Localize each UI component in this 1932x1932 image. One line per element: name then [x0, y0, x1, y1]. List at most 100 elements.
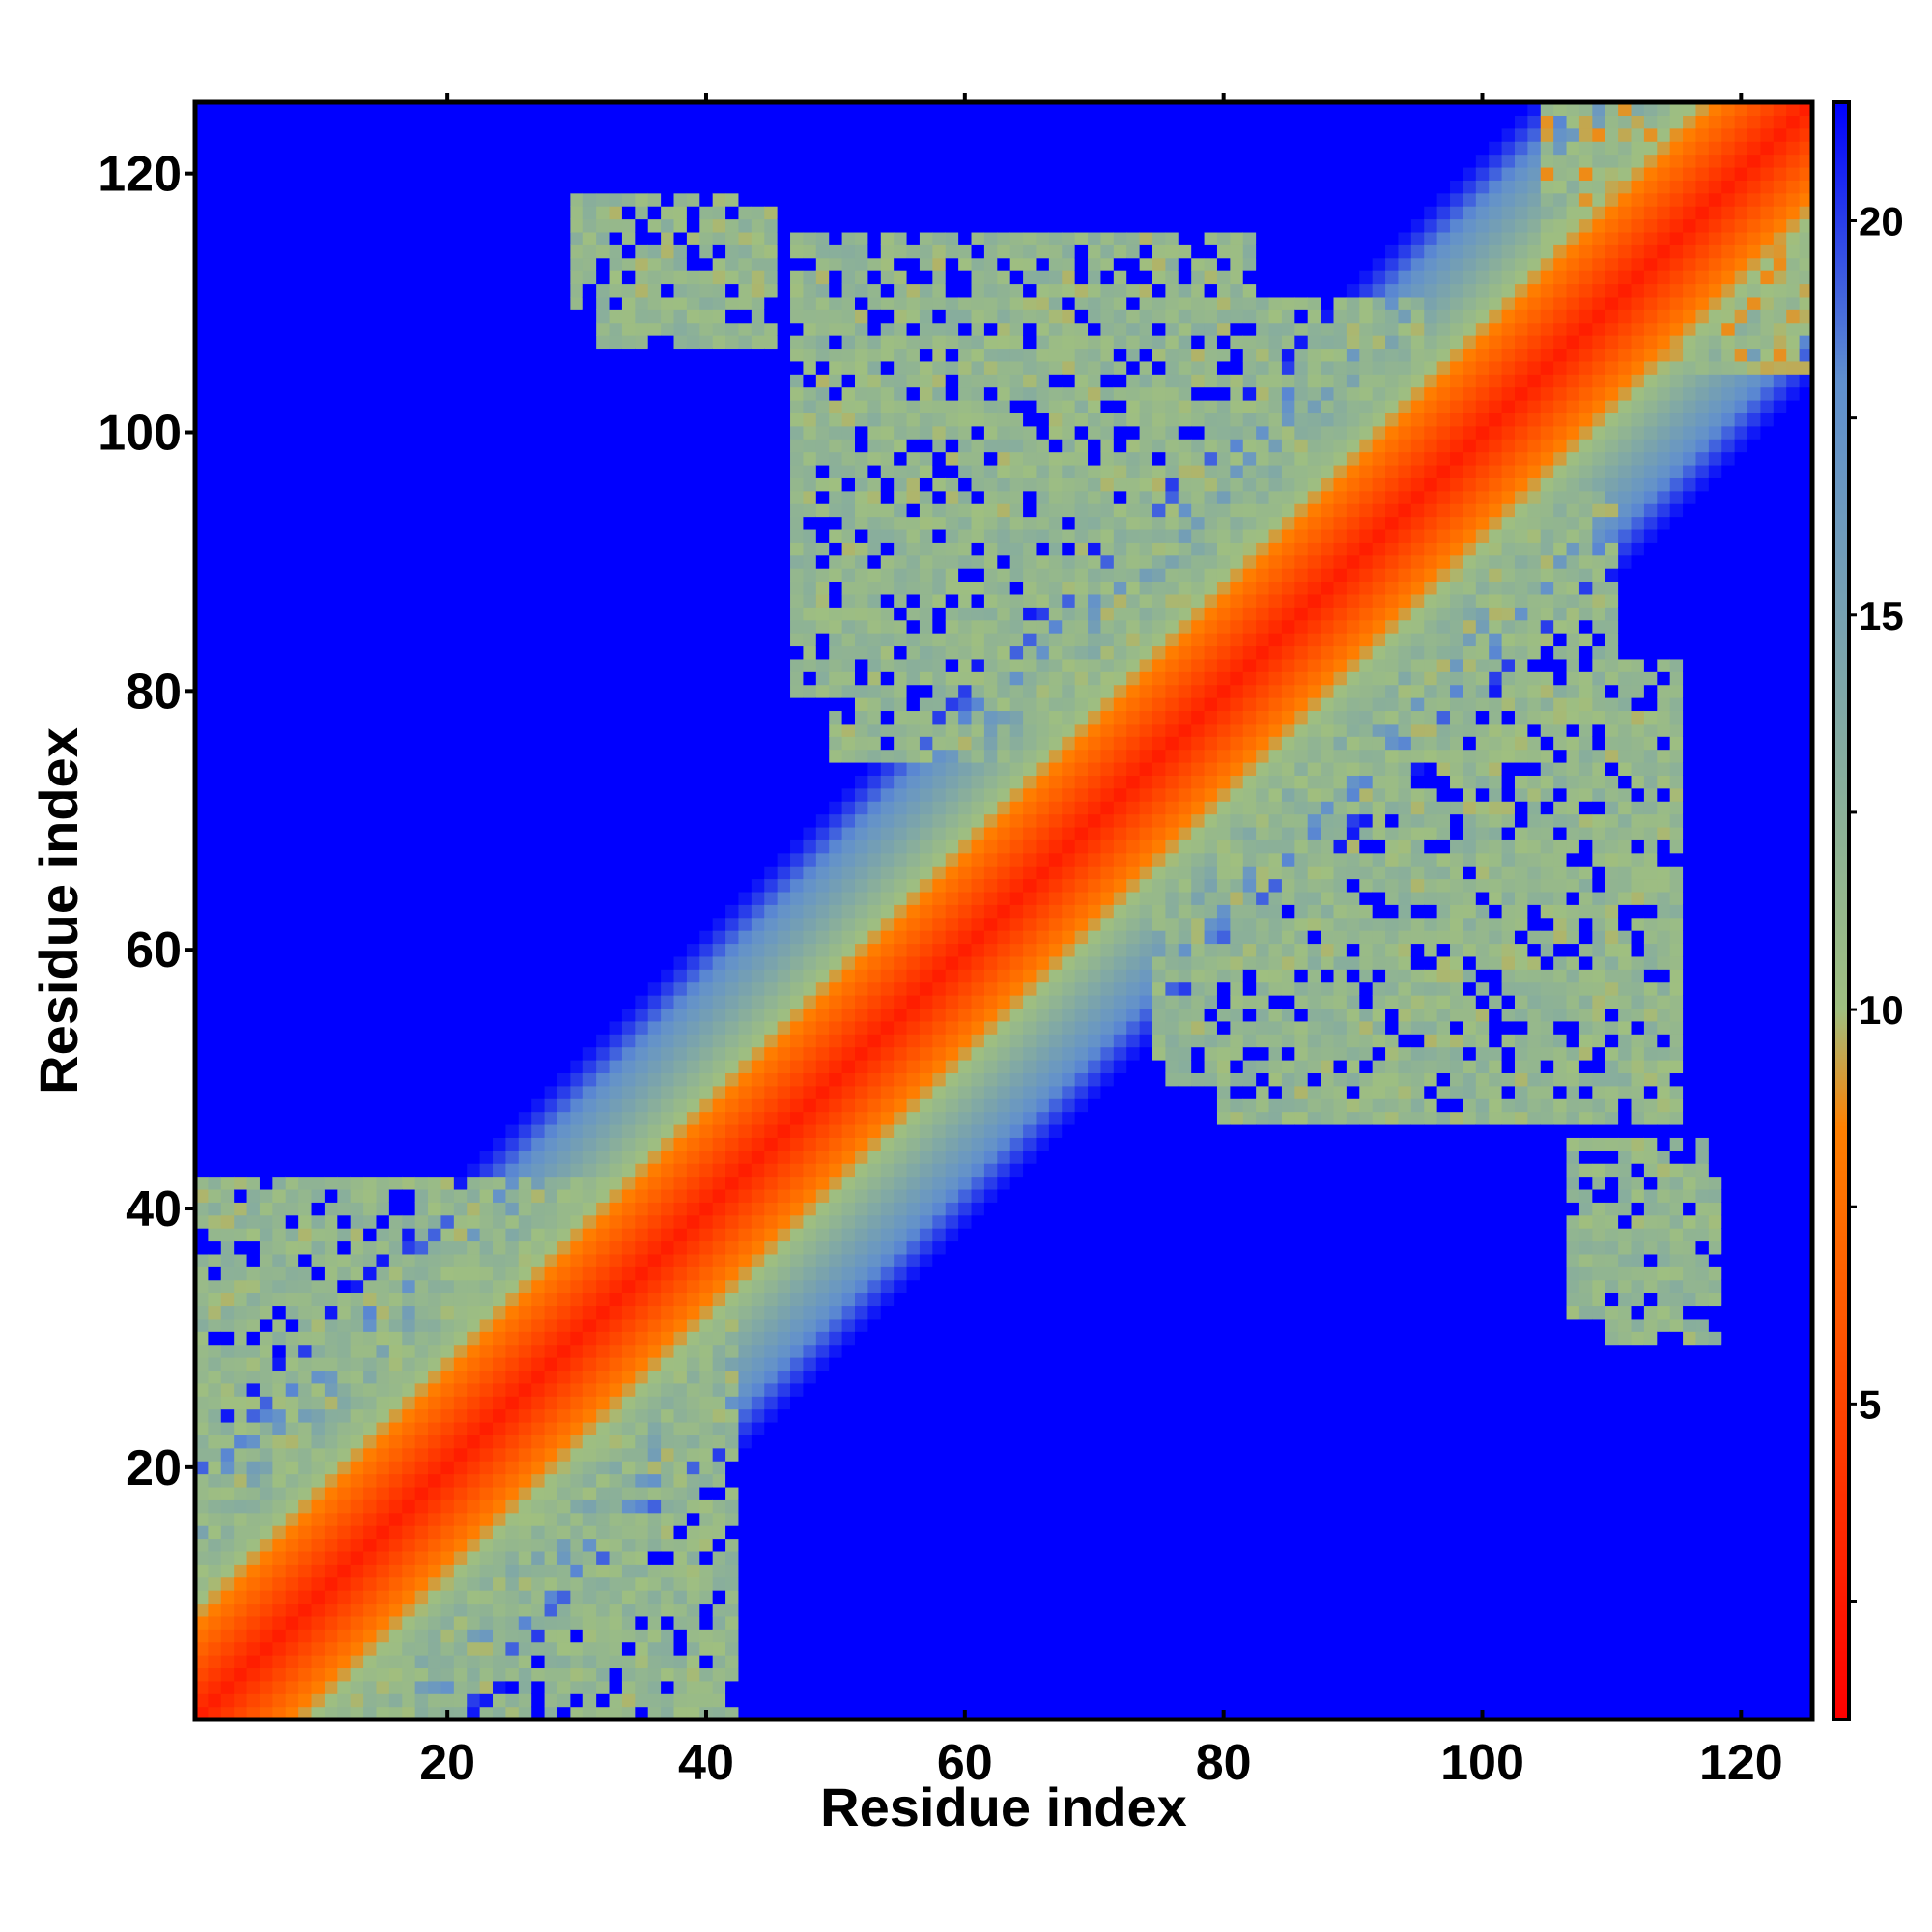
heatmap-cell — [220, 386, 235, 401]
heatmap-cell — [414, 490, 429, 504]
heatmap-cell — [440, 1266, 455, 1281]
heatmap-cell — [544, 1512, 558, 1526]
heatmap-cell — [556, 568, 571, 582]
heatmap-cell — [596, 154, 611, 168]
heatmap-cell — [493, 1034, 507, 1048]
heatmap-cell — [285, 1615, 299, 1630]
heatmap-cell — [376, 400, 390, 414]
heatmap-cell — [635, 1060, 649, 1073]
heatmap-cell — [544, 309, 558, 324]
heatmap-cell — [453, 787, 468, 802]
heatmap-cell — [376, 1318, 390, 1332]
heatmap-cell — [428, 1706, 442, 1720]
heatmap-cell — [609, 192, 623, 207]
heatmap-cell — [544, 1279, 558, 1293]
heatmap-cell — [596, 1421, 611, 1435]
heatmap-cell — [428, 568, 442, 582]
heatmap-cell — [428, 1538, 442, 1552]
heatmap-cell — [686, 1461, 700, 1475]
heatmap-cell — [414, 1266, 429, 1281]
heatmap-cell — [479, 1577, 494, 1591]
heatmap-cell — [220, 684, 235, 698]
heatmap-cell — [324, 1512, 338, 1526]
heatmap-cell — [609, 1461, 623, 1475]
heatmap-cell — [635, 206, 649, 220]
heatmap-cell — [699, 930, 714, 945]
heatmap-cell — [220, 1279, 235, 1293]
heatmap-cell — [414, 1253, 429, 1267]
heatmap-cell — [582, 930, 597, 945]
heatmap-cell — [686, 581, 700, 595]
heatmap-cell — [596, 128, 611, 142]
heatmap-cell — [414, 619, 429, 634]
heatmap-cell — [635, 826, 649, 840]
heatmap-cell — [635, 425, 649, 440]
heatmap-cell — [467, 1123, 481, 1138]
heatmap-cell — [272, 1020, 287, 1035]
heatmap-cell — [324, 1382, 338, 1397]
heatmap-cell — [350, 477, 364, 492]
heatmap-cell — [234, 852, 248, 867]
heatmap-cell — [479, 1706, 494, 1720]
heatmap-cell — [234, 360, 248, 375]
heatmap-cell — [556, 645, 571, 660]
heatmap-cell — [428, 386, 442, 401]
heatmap-cell — [531, 981, 546, 996]
heatmap-cell — [647, 761, 662, 776]
heatmap-cell — [428, 684, 442, 698]
heatmap-cell — [493, 995, 507, 1009]
heatmap-cell — [195, 1240, 209, 1255]
heatmap-cell — [609, 1357, 623, 1372]
heatmap-cell — [272, 1214, 287, 1229]
heatmap-cell — [493, 775, 507, 789]
heatmap-cell — [661, 115, 675, 129]
heatmap-cell — [531, 787, 546, 802]
heatmap-cell — [531, 257, 546, 271]
heatmap-cell — [493, 581, 507, 595]
heatmap-cell — [453, 1020, 468, 1035]
heatmap-cell — [467, 1253, 481, 1267]
heatmap-cell — [661, 736, 675, 751]
heatmap-cell — [285, 593, 299, 608]
heatmap-cell — [479, 102, 494, 116]
heatmap-cell — [582, 1344, 597, 1358]
heatmap-cell — [582, 283, 597, 298]
heatmap-cell — [518, 1150, 532, 1164]
heatmap-cell — [635, 374, 649, 388]
heatmap-cell — [388, 218, 403, 233]
heatmap-cell — [388, 451, 403, 466]
heatmap-cell — [208, 1680, 222, 1694]
heatmap-cell — [493, 658, 507, 672]
heatmap-cell — [259, 995, 273, 1009]
heatmap-cell — [246, 206, 261, 220]
heatmap-cell — [440, 1693, 455, 1708]
heatmap-cell — [259, 1253, 273, 1267]
heatmap-cell — [402, 490, 416, 504]
heatmap-cell — [493, 671, 507, 686]
heatmap-cell — [699, 891, 714, 905]
heatmap-cell — [635, 1629, 649, 1643]
heatmap-cell — [453, 1060, 468, 1073]
heatmap-cell — [556, 1680, 571, 1694]
heatmap-cell — [699, 1421, 714, 1435]
heatmap-cell — [635, 477, 649, 492]
heatmap-cell — [544, 1331, 558, 1346]
heatmap-cell — [505, 309, 520, 324]
heatmap-cell — [493, 166, 507, 181]
heatmap-cell — [582, 1150, 597, 1164]
heatmap-cell — [363, 826, 378, 840]
heatmap-cell — [246, 1020, 261, 1035]
heatmap-cell — [493, 1667, 507, 1682]
heatmap-cell — [635, 1020, 649, 1035]
heatmap-cell — [195, 1706, 209, 1720]
heatmap-cell — [661, 477, 675, 492]
heatmap-cell — [531, 930, 546, 945]
heatmap-cell — [518, 1008, 532, 1022]
heatmap-cell — [440, 1202, 455, 1216]
heatmap-cell — [259, 1512, 273, 1526]
heatmap-cell — [635, 775, 649, 789]
heatmap-cell — [428, 1564, 442, 1578]
heatmap-cell — [544, 1603, 558, 1617]
heatmap-cell — [298, 671, 313, 686]
heatmap-cell — [195, 283, 209, 298]
